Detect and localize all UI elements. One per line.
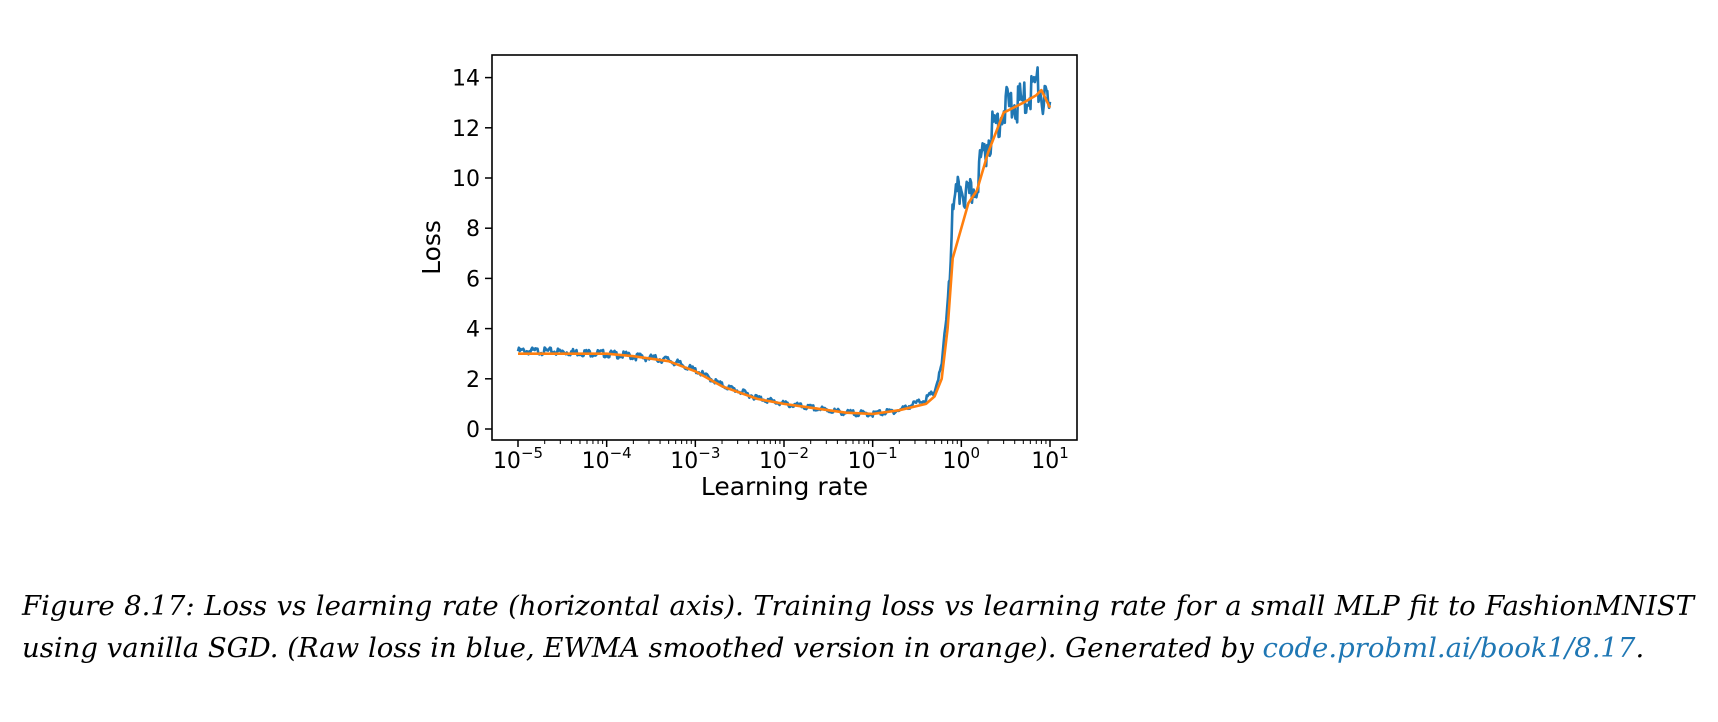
plot-frame [491, 54, 1078, 441]
chart-svg: 0 2 4 6 8 10 12 14 10−5 10−4 10−3 10−2 10−1 100 101 L… [417, 54, 1078, 501]
y-axis-label: Loss [417, 220, 446, 275]
x-tick-label: 10−1 [848, 444, 898, 474]
figure-caption: Figure 8.17: Loss vs learning rate (hori… [22, 585, 1694, 669]
series-line-ewma [518, 88, 1052, 416]
x-tick-label: 101 [1031, 444, 1069, 474]
caption-text: Figure 8.17: Loss vs learning rate (hori… [22, 590, 1694, 664]
y-tick-label: 6 [466, 267, 480, 292]
x-axis-label: Learning rate [701, 472, 868, 501]
loss-vs-learning-rate-chart: 0 2 4 6 8 10 12 14 10−5 10−4 10−3 10−2 10−1 100 101 L… [417, 54, 1078, 501]
caption-trailing-period: . [1635, 632, 1645, 664]
y-tick-label: 14 [452, 67, 480, 92]
y-tick-label: 0 [466, 418, 480, 443]
x-tick-label: 10−4 [582, 444, 632, 474]
x-tick-label: 10−2 [759, 444, 809, 474]
y-tick-label: 8 [466, 217, 480, 242]
x-tick-label: 10−3 [670, 444, 720, 474]
y-tick-label: 4 [466, 318, 480, 343]
x-tick-label: 10−5 [493, 444, 543, 474]
y-tick-label: 12 [452, 117, 480, 142]
x-tick-label: 100 [943, 444, 981, 474]
y-tick-label: 10 [452, 167, 480, 192]
caption-link[interactable]: code.probml.ai/book1/8.17 [1262, 632, 1636, 664]
y-tick-label: 2 [466, 368, 480, 393]
series-line-raw [516, 66, 1052, 418]
